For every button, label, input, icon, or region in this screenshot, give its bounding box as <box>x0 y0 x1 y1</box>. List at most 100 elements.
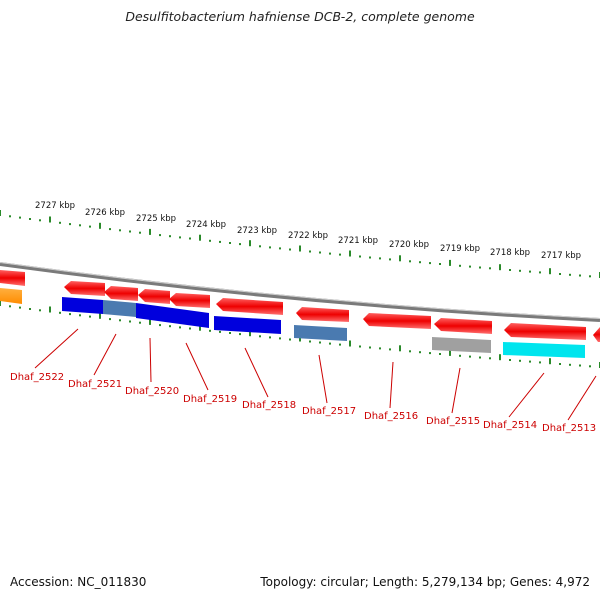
minor-tick <box>269 246 271 249</box>
gene-labels: Dhaf_2522 Dhaf_2521 Dhaf_2520 Dhaf_2519 … <box>10 372 596 434</box>
minor-tick <box>269 336 271 339</box>
minor-tick <box>519 269 521 272</box>
gene-arrow <box>216 298 283 315</box>
minor-tick <box>539 361 541 364</box>
minor-tick <box>559 273 561 275</box>
minor-tick <box>379 257 381 260</box>
minor-tick <box>489 267 491 270</box>
minor-tick <box>359 255 361 258</box>
accession-text: Accession: NC_011830 <box>10 575 147 589</box>
major-tick <box>199 324 201 331</box>
minor-tick <box>289 248 291 251</box>
major-tick <box>0 210 1 216</box>
minor-tick <box>479 266 481 269</box>
major-tick <box>349 340 351 347</box>
major-tick <box>399 345 401 352</box>
minor-tick <box>569 363 571 366</box>
minor-tick <box>39 309 41 312</box>
minor-tick <box>139 321 141 324</box>
minor-tick <box>589 365 591 368</box>
major-tick <box>149 228 151 235</box>
scale-label-2722: 2722 kbp <box>288 231 328 241</box>
minor-tick <box>89 315 91 318</box>
major-tick <box>249 240 251 247</box>
minor-tick <box>79 224 81 227</box>
minor-tick <box>329 342 331 345</box>
minor-tick <box>389 348 391 351</box>
gene-label-2516: Dhaf_2516 <box>364 411 418 422</box>
leader-line <box>451 367 461 414</box>
gene-label-2522: Dhaf_2522 <box>10 372 64 383</box>
major-tick <box>249 330 251 337</box>
minor-tick <box>369 256 371 259</box>
minor-tick <box>179 236 181 239</box>
minor-tick <box>469 355 471 358</box>
minor-tick <box>529 270 531 273</box>
major-tick <box>99 222 101 229</box>
minor-tick <box>539 271 541 274</box>
scale-label-2721: 2721 kbp <box>338 236 378 246</box>
major-tick <box>49 306 51 313</box>
forward-strand-genes <box>0 270 600 342</box>
minor-tick <box>379 347 381 350</box>
minor-tick <box>209 239 211 242</box>
leader-line <box>149 337 152 383</box>
minor-tick <box>409 350 411 353</box>
minor-tick <box>529 360 531 363</box>
reverse-strand-genes <box>0 288 585 358</box>
gene-label-2514: Dhaf_2514 <box>483 420 537 431</box>
minor-tick <box>319 341 321 344</box>
scale-labels: 2727 kbp 2726 kbp 2725 kbp 2724 kbp 2723… <box>35 201 581 261</box>
gene-label-2515: Dhaf_2515 <box>426 416 480 427</box>
major-tick <box>549 268 551 275</box>
major-tick <box>349 250 351 257</box>
genome-backbone <box>0 262 600 322</box>
minor-tick <box>479 356 481 359</box>
minor-tick <box>469 265 471 268</box>
minor-tick <box>19 306 21 309</box>
scale-label-2717: 2717 kbp <box>541 251 581 261</box>
gene-block-orange <box>0 288 22 304</box>
genome-backbone-highlight <box>0 262 600 319</box>
minor-tick <box>519 359 521 362</box>
major-tick <box>549 358 551 365</box>
major-tick <box>299 335 301 342</box>
minor-tick <box>219 240 221 243</box>
scale-label-2727: 2727 kbp <box>35 201 75 211</box>
scale-label-2720: 2720 kbp <box>389 240 429 250</box>
minor-tick <box>89 225 91 228</box>
minor-tick <box>429 352 431 355</box>
minor-tick <box>109 228 111 231</box>
major-tick <box>499 264 501 271</box>
minor-tick <box>9 215 11 218</box>
minor-tick <box>289 338 291 341</box>
minor-tick <box>409 260 411 263</box>
minor-tick <box>359 345 361 348</box>
gene-arrow <box>504 323 586 340</box>
minor-tick <box>159 324 161 327</box>
minor-tick <box>259 335 261 338</box>
leader-line <box>318 354 328 404</box>
leader-line <box>567 375 597 421</box>
minor-tick <box>369 346 371 349</box>
gene-block-cyan <box>503 342 585 358</box>
minor-tick <box>339 253 341 256</box>
minor-tick <box>579 364 581 367</box>
minor-tick <box>229 242 231 244</box>
minor-tick <box>439 353 441 355</box>
minor-tick <box>59 311 61 314</box>
minor-tick <box>589 275 591 278</box>
scale-label-2719: 2719 kbp <box>440 244 480 254</box>
minor-tick <box>509 359 511 361</box>
gene-label-2513: Dhaf_2513 <box>542 423 596 434</box>
leader-line <box>34 328 79 369</box>
major-tick <box>299 245 301 252</box>
minor-tick <box>129 230 131 233</box>
gene-arrow <box>138 289 170 304</box>
scale-label-2723: 2723 kbp <box>237 226 277 236</box>
minor-tick <box>39 219 41 222</box>
minor-tick <box>389 258 391 261</box>
minor-tick <box>29 308 31 310</box>
gene-label-2517: Dhaf_2517 <box>302 406 356 417</box>
map-title: Desulfitobacterium hafniense DCB-2, comp… <box>125 9 475 24</box>
